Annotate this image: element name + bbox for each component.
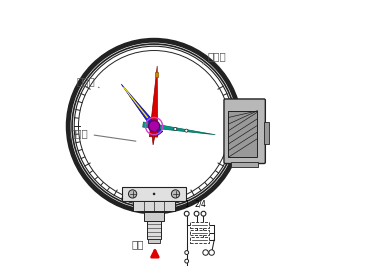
- Circle shape: [184, 211, 189, 216]
- Bar: [231, 162, 258, 167]
- Circle shape: [153, 193, 155, 195]
- Bar: [264, 122, 269, 144]
- Polygon shape: [149, 66, 158, 137]
- Polygon shape: [143, 122, 215, 135]
- Circle shape: [171, 190, 180, 198]
- Circle shape: [149, 121, 160, 132]
- Bar: [190, 237, 209, 243]
- Circle shape: [185, 129, 188, 132]
- Bar: [147, 221, 161, 239]
- Text: 4: 4: [201, 200, 206, 209]
- Text: /: /: [199, 200, 201, 209]
- Text: 静触点: 静触点: [203, 51, 226, 64]
- Bar: [133, 201, 175, 211]
- Polygon shape: [151, 122, 158, 145]
- Circle shape: [194, 211, 199, 216]
- Bar: [148, 239, 160, 243]
- Circle shape: [201, 211, 206, 216]
- FancyBboxPatch shape: [224, 99, 265, 164]
- Circle shape: [174, 127, 177, 131]
- Circle shape: [185, 251, 189, 255]
- Polygon shape: [121, 84, 163, 136]
- Circle shape: [209, 250, 215, 255]
- Circle shape: [185, 259, 189, 263]
- Text: 2: 2: [194, 200, 199, 209]
- Bar: [148, 211, 160, 215]
- Bar: [190, 230, 209, 235]
- Text: 1: 1: [184, 200, 189, 209]
- Text: 压力: 压力: [131, 239, 144, 250]
- Bar: [229, 111, 257, 157]
- Bar: [144, 212, 164, 221]
- Bar: [190, 222, 209, 228]
- Bar: [122, 187, 186, 201]
- Circle shape: [128, 190, 137, 198]
- Polygon shape: [123, 87, 148, 118]
- Text: 动触点: 动触点: [70, 128, 136, 141]
- Text: 静触点: 静触点: [77, 76, 99, 88]
- Circle shape: [71, 43, 237, 209]
- Circle shape: [203, 250, 208, 255]
- Bar: [155, 73, 158, 77]
